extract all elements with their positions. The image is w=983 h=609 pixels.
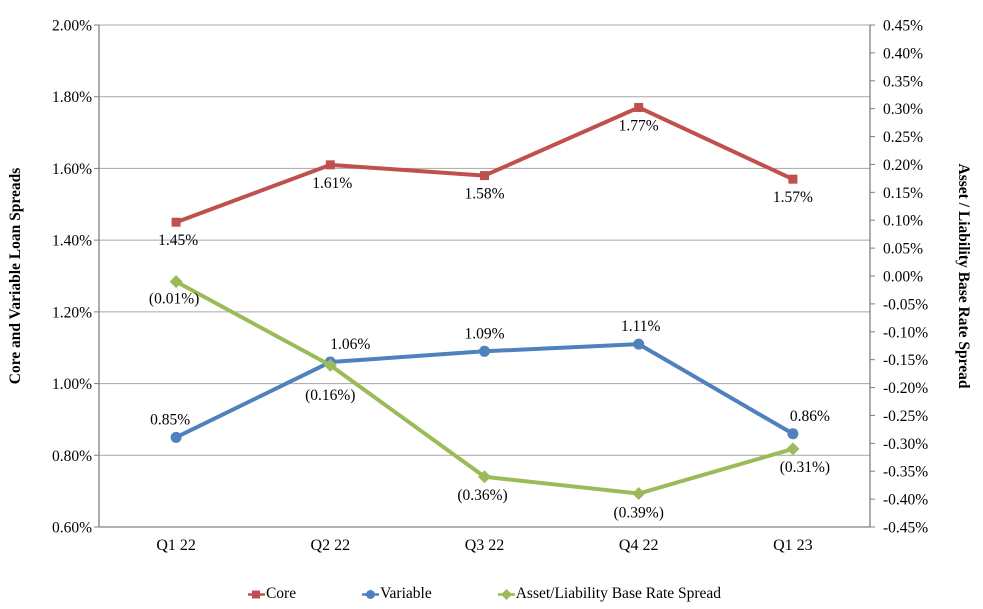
series-line-variable bbox=[175, 342, 794, 440]
right-axis-tick-label: 0.10% bbox=[883, 213, 923, 230]
series-marker-core bbox=[788, 174, 798, 184]
data-label-asset-liability-base-rate-spread: (0.16%) bbox=[305, 387, 355, 404]
series-marker-asset-liability-base-rate-spread bbox=[478, 470, 491, 484]
data-label-asset-liability-base-rate-spread: (0.01%) bbox=[149, 291, 199, 308]
data-label-core: 1.45% bbox=[158, 232, 198, 249]
series-marker-variable bbox=[787, 428, 799, 440]
right-axis-tick-label: 0.30% bbox=[883, 101, 923, 118]
right-axis-tick-label: 0.40% bbox=[883, 45, 923, 62]
data-label-variable: 1.11% bbox=[621, 318, 661, 335]
left-axis-tick-label: 1.40% bbox=[52, 233, 92, 250]
series-marker-asset-liability-base-rate-spread bbox=[323, 358, 337, 372]
right-axis-tick-label: 0.25% bbox=[883, 129, 923, 146]
right-axis-tick-label: -0.40% bbox=[883, 492, 928, 509]
right-axis-tick-label: -0.20% bbox=[883, 380, 928, 397]
right-axis-tick-label: 0.20% bbox=[883, 157, 923, 174]
right-axis-tick-label: -0.25% bbox=[883, 408, 928, 425]
left-axis-tick-label: 1.20% bbox=[52, 304, 92, 321]
x-axis-category-label: Q3 22 bbox=[465, 537, 505, 554]
data-label-variable: 1.09% bbox=[464, 325, 504, 342]
data-label-asset-liability-base-rate-spread: (0.36%) bbox=[457, 487, 507, 504]
left-axis-tick-label: 1.80% bbox=[52, 89, 92, 106]
data-label-core: 1.77% bbox=[619, 117, 659, 134]
series-marker-variable bbox=[170, 431, 182, 443]
data-label-variable: 0.86% bbox=[790, 408, 830, 425]
data-label-asset-liability-base-rate-spread: (0.39%) bbox=[614, 505, 664, 522]
right-axis-tick-label: 0.45% bbox=[883, 18, 923, 35]
legend-label: Variable bbox=[380, 585, 432, 602]
series-marker-core bbox=[634, 102, 644, 112]
series-line-asset-liability-base-rate-spread bbox=[175, 279, 794, 496]
right-axis-tick-label: 0.15% bbox=[883, 185, 923, 202]
data-label-core: 1.58% bbox=[464, 186, 504, 203]
series-line-core bbox=[175, 105, 794, 225]
left-axis-tick-label: 2.00% bbox=[52, 18, 92, 35]
series-marker-asset-liability-base-rate-spread bbox=[632, 487, 646, 501]
right-axis-tick-label: -0.45% bbox=[883, 520, 928, 537]
series-marker-asset-liability-base-rate-spread bbox=[169, 275, 183, 289]
left-axis-tick-label: 0.60% bbox=[52, 520, 92, 537]
data-label-variable: 0.85% bbox=[150, 411, 190, 428]
right-axis-tick-label: -0.30% bbox=[883, 436, 928, 453]
right-axis-tick-label: -0.05% bbox=[883, 296, 928, 313]
circle-legend-marker-icon bbox=[362, 589, 380, 599]
legend-label: Core bbox=[265, 585, 297, 602]
legend-item-core: Core bbox=[247, 585, 297, 603]
right-axis-tick-label: 0.05% bbox=[883, 241, 923, 258]
right-axis-title: Asset / Liability Base Rate Spread bbox=[955, 163, 972, 389]
x-axis-category-label: Q1 22 bbox=[156, 537, 196, 554]
right-axis-tick-label: -0.35% bbox=[883, 464, 928, 481]
data-label-core: 1.57% bbox=[773, 189, 813, 206]
right-axis-tick-label: 0.00% bbox=[883, 269, 923, 286]
right-axis-tick-label: -0.15% bbox=[883, 352, 928, 369]
data-label-asset-liability-base-rate-spread: (0.31%) bbox=[780, 459, 830, 476]
series-marker-core bbox=[171, 217, 181, 227]
right-axis-tick-label: 0.35% bbox=[883, 73, 923, 90]
right-axis-tick-label: -0.10% bbox=[883, 324, 928, 341]
series-marker-variable bbox=[633, 338, 645, 350]
legend-item-asset-liability-base-rate-spread: Asset/Liability Base Rate Spread bbox=[497, 585, 722, 603]
left-axis-tick-label: 1.00% bbox=[52, 376, 92, 393]
series-marker-core bbox=[325, 160, 335, 170]
series-marker-variable bbox=[479, 345, 490, 357]
x-axis-category-label: Q2 22 bbox=[311, 537, 351, 554]
series-marker-asset-liability-base-rate-spread bbox=[786, 442, 800, 456]
data-label-core: 1.61% bbox=[312, 175, 352, 192]
chart-legend: Core Variable Asset/Liability Base Rate Sp… bbox=[99, 583, 870, 605]
square-legend-marker-icon bbox=[247, 590, 265, 598]
left-axis-tick-label: 0.80% bbox=[52, 448, 92, 465]
legend-item-variable: Variable bbox=[362, 585, 432, 603]
series-marker-core bbox=[480, 171, 489, 181]
x-axis-category-label: Q4 22 bbox=[619, 537, 659, 554]
left-axis-tick-label: 1.60% bbox=[52, 161, 92, 178]
x-axis-category-label: Q1 23 bbox=[773, 537, 813, 554]
left-axis-title: Core and Variable Loan Spreads bbox=[7, 167, 24, 385]
diamond-legend-marker-icon bbox=[497, 588, 515, 600]
data-label-variable: 1.06% bbox=[330, 336, 370, 353]
legend-label: Asset/Liability Base Rate Spread bbox=[515, 585, 722, 602]
